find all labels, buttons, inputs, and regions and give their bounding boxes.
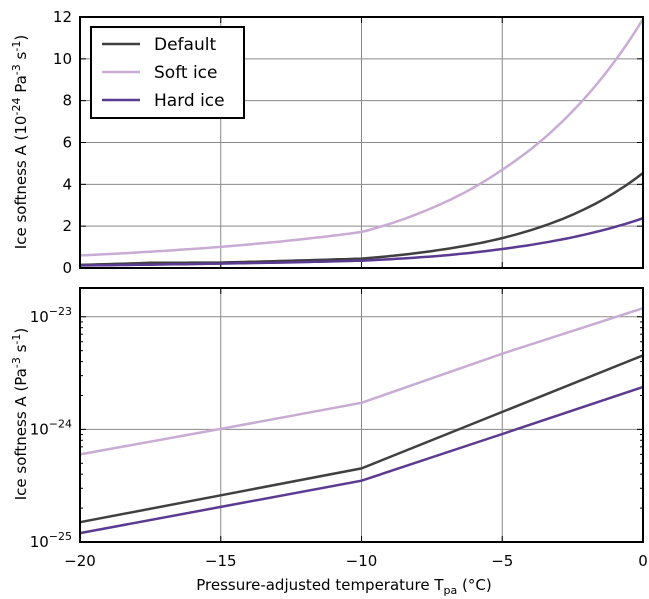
top-series-hard-ice-line — [79, 217, 644, 267]
legend: Default Soft ice Hard ice — [90, 26, 245, 119]
bottom-panel: 10−25 10−24 10−23 −20 −15 −10 −5 0 Ice softnes… — [10, 287, 648, 597]
bottom-plot-frame — [79, 287, 644, 543]
bottom-x-ticks: −20 −15 −10 −5 0 — [64, 552, 648, 570]
top-series-default-line — [79, 172, 644, 267]
bottom-y-tick-label: 10−24 — [30, 417, 72, 438]
top-y-tick-label: 4 — [62, 175, 72, 193]
bottom-y-tick-label: 10−23 — [30, 305, 72, 326]
bottom-x-tick-label: −10 — [346, 552, 378, 570]
bottom-y-axis-label: Ice softness A (Pa-3 s-1) — [10, 328, 30, 501]
bottom-x-tick-label: −20 — [64, 552, 96, 570]
top-y-tick-label: 6 — [62, 134, 72, 152]
bottom-x-tick-label: 0 — [638, 552, 648, 570]
top-y-tick-label: 10 — [53, 50, 72, 68]
top-y-ticks: 0 2 4 6 8 10 12 — [53, 8, 72, 277]
legend-label-default: Default — [154, 35, 216, 55]
bottom-series-soft-ice-line — [79, 307, 644, 456]
bottom-x-tick-label: −5 — [491, 552, 513, 570]
top-y-tick-label: 0 — [62, 259, 72, 277]
bottom-series-default-line — [79, 354, 644, 524]
legend-label-hard-ice: Hard ice — [154, 91, 225, 111]
top-plot-frame — [79, 16, 644, 269]
top-series-lines — [79, 18, 645, 267]
legend-label-soft-ice: Soft ice — [154, 63, 217, 83]
top-series-soft-ice-line — [79, 18, 645, 257]
bottom-y-ticks: 10−25 10−24 10−23 — [30, 305, 72, 551]
top-panel: 0 2 4 6 8 10 12 Ice softness A (10-24 Pa-3 s-1… — [10, 8, 645, 277]
bottom-series-lines — [79, 307, 644, 535]
top-y-tick-label: 12 — [53, 8, 72, 26]
top-y-tick-label: 2 — [62, 217, 72, 235]
bottom-y-tick-label: 10−25 — [30, 530, 72, 551]
top-y-axis-label: Ice softness A (10-24 Pa-3 s-1) — [10, 35, 30, 249]
bottom-x-tick-label: −15 — [205, 552, 237, 570]
bottom-series-hard-ice-line — [79, 385, 644, 535]
x-axis-label: Pressure-adjusted temperature Tpa (°C) — [196, 576, 491, 597]
top-grid — [79, 16, 644, 269]
top-y-tick-label: 8 — [62, 92, 72, 110]
